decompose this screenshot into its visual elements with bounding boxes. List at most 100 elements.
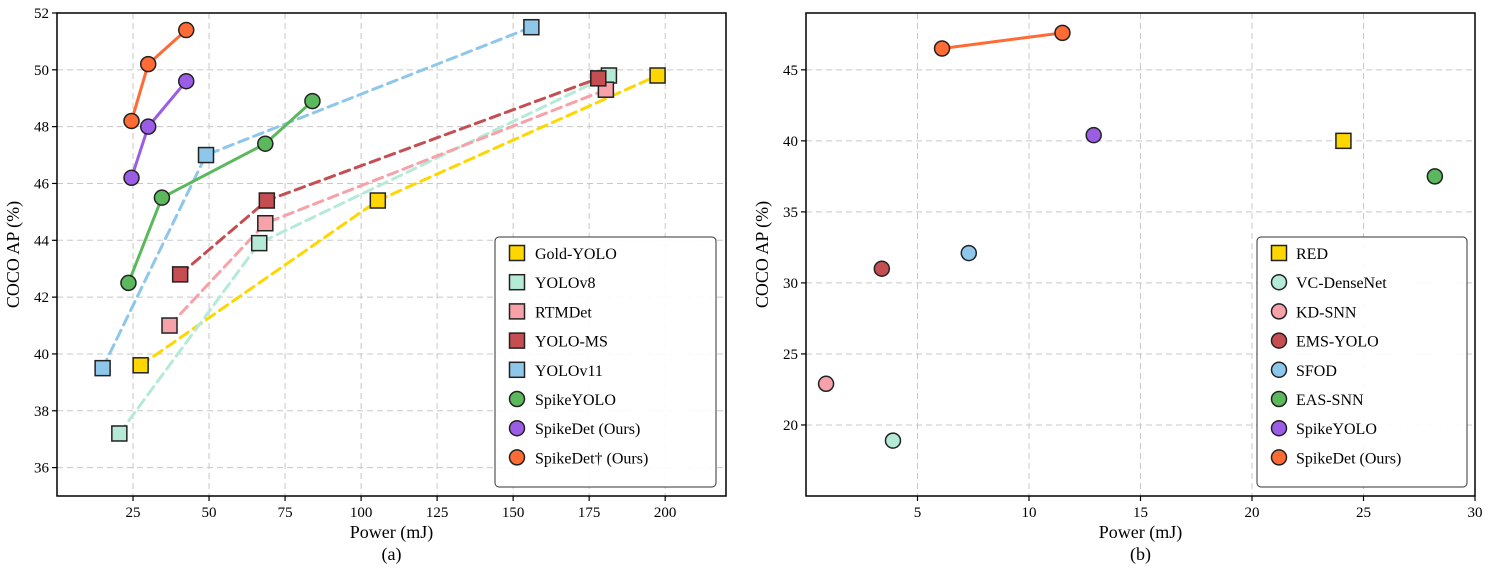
legend-box — [494, 236, 717, 488]
legend-label: KD-SNN — [1296, 304, 1357, 321]
y-tick-label: 44 — [34, 233, 50, 249]
data-point — [960, 244, 978, 262]
panel-a: 25 50 75 100 125 150 175 200 36 38 40 42 44 46 48 50 52 P… — [3, 6, 727, 565]
legend-label: Gold-YOLO — [535, 246, 617, 263]
y-tick-label: 20 — [783, 418, 798, 434]
legend-box — [1256, 236, 1468, 488]
x-tick-label: 175 — [578, 505, 601, 521]
axes-frame — [56, 12, 727, 497]
data-point — [139, 118, 157, 135]
x-tick-label: 25 — [126, 505, 141, 521]
legend-label: YOLO-MS — [535, 334, 608, 351]
data-point — [139, 55, 157, 73]
x-axis-label: Power (mJ) — [350, 522, 434, 543]
x-tick-label: 25 — [1356, 505, 1371, 521]
series-line — [168, 88, 608, 328]
legend-marker — [1270, 361, 1288, 379]
legend-marker — [508, 332, 526, 349]
data-point — [197, 146, 215, 164]
y-axis-label: COCO AP (%) — [752, 201, 773, 308]
legend-marker — [508, 390, 526, 408]
legend-label: RTMDet — [535, 304, 592, 321]
data-point — [111, 425, 128, 442]
data-point — [177, 21, 195, 39]
x-tick-label: 30 — [1468, 505, 1483, 521]
legend-label: SpikeDet (Ours) — [1296, 450, 1401, 467]
legend-marker — [508, 244, 526, 262]
legend-marker — [1270, 273, 1288, 291]
data-point — [250, 234, 268, 252]
y-axis-label: COCO AP (%) — [3, 201, 24, 308]
data-point — [123, 112, 140, 130]
legend-label: SpikeYOLO — [1296, 421, 1377, 438]
legend-label: SpikeYOLO — [535, 392, 616, 409]
data-point — [132, 357, 149, 374]
x-tick-label: 5 — [914, 505, 922, 521]
y-tick-label: 36 — [34, 461, 50, 477]
legend-label: EMS-YOLO — [1296, 334, 1379, 351]
y-tick-label: 45 — [783, 63, 798, 79]
y-tick-label: 30 — [783, 276, 798, 292]
legend-label: VC-DenseNet — [1296, 275, 1387, 292]
data-point — [123, 169, 140, 187]
panel-label: (b) — [1130, 544, 1151, 565]
legend-marker — [1270, 303, 1288, 320]
legend-marker — [1270, 419, 1288, 437]
y-tick-label: 40 — [34, 347, 49, 363]
x-tick-label: 200 — [654, 505, 677, 521]
legend-label: RED — [1296, 246, 1328, 263]
x-tick-label: 10 — [1022, 505, 1037, 521]
grid — [806, 13, 1476, 496]
legend-marker — [1270, 332, 1288, 349]
data-point — [304, 92, 321, 110]
legend-marker — [1270, 449, 1288, 466]
y-tick-label: 50 — [34, 63, 49, 79]
data-point — [1335, 132, 1352, 150]
data-point — [257, 135, 274, 152]
y-tick-label: 46 — [34, 176, 50, 192]
series-line — [101, 25, 533, 370]
series-line — [117, 74, 611, 435]
data-point — [258, 192, 276, 209]
legend-marker — [508, 361, 526, 379]
legend: RED VC-DenseNet KD-SNN EMS-YOLO SFOD EAS-SNN S… — [1256, 236, 1468, 488]
data-point — [1085, 126, 1102, 144]
data-point — [873, 260, 891, 277]
panel-b: 5 10 15 20 25 30 20 25 30 35 40 45 Power (mJ) COCO AP… — [752, 12, 1483, 565]
legend-marker — [1270, 390, 1288, 408]
x-tick-label: 15 — [1133, 505, 1148, 521]
y-tick-label: 25 — [783, 347, 798, 363]
data-point — [933, 40, 951, 57]
y-tick-label: 52 — [34, 6, 49, 22]
legend-label: SpikeDet† (Ours) — [535, 450, 648, 467]
data-point — [1426, 168, 1444, 185]
y-tick-label: 40 — [783, 134, 798, 150]
series-line — [940, 31, 1064, 51]
data-point — [94, 359, 111, 377]
data-point — [523, 18, 540, 36]
x-tick-label: 75 — [278, 505, 293, 521]
x-axis-label: Power (mJ) — [1099, 522, 1183, 543]
x-tick-label: 125 — [426, 505, 449, 521]
y-tick-label: 48 — [34, 120, 49, 136]
data-point — [177, 72, 195, 90]
legend-marker — [508, 273, 526, 291]
legend-marker — [508, 419, 526, 437]
legend-label: SFOD — [1296, 363, 1337, 380]
y-tick-label: 42 — [34, 290, 49, 306]
series-line — [130, 28, 188, 123]
legend-marker — [508, 303, 526, 320]
legend: Gold-YOLO YOLOv8 RTMDet YOLO-MS YOLOv11 Spike… — [494, 236, 717, 488]
data-point — [817, 375, 835, 393]
axes-frame — [805, 12, 1476, 497]
panel-label: (a) — [382, 544, 402, 565]
y-tick-label: 38 — [34, 404, 49, 420]
data-point — [1054, 24, 1071, 42]
series-line — [126, 99, 314, 285]
data-point — [649, 67, 666, 84]
legend-label: SpikeDet (Ours) — [535, 421, 640, 438]
data-point — [884, 432, 902, 449]
x-tick-label: 50 — [202, 505, 217, 521]
legend-marker — [1270, 244, 1288, 262]
